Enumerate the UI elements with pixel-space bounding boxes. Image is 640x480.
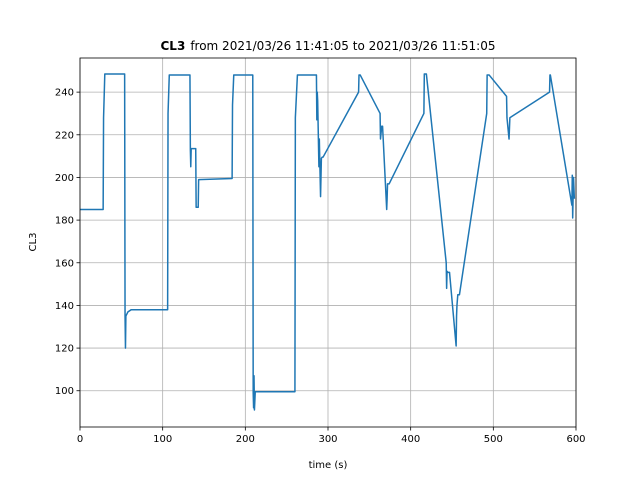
y-tick-label: 180 <box>55 216 74 227</box>
x-tick-label: 300 <box>318 434 337 445</box>
y-tick-label: 100 <box>55 386 74 397</box>
title-rest: from 2021/03/26 11:41:05 to 2021/03/26 1… <box>190 39 495 53</box>
y-tick-label: 220 <box>55 130 74 141</box>
data-line <box>80 73 576 411</box>
plot-frame <box>79 57 577 428</box>
x-tick-label: 400 <box>401 434 420 445</box>
x-axis-label: time (s) <box>309 460 348 471</box>
y-tick-label: 120 <box>55 344 74 355</box>
y-tick-label: 200 <box>55 173 74 184</box>
title-bold: CL3 <box>161 39 186 53</box>
x-tick-label: 100 <box>153 434 172 445</box>
chart-title: CL3 from 2021/03/26 11:41:05 to 2021/03/2… <box>161 39 496 53</box>
x-tick-label: 500 <box>484 434 503 445</box>
y-tick-label: 160 <box>55 258 74 269</box>
x-tick-label: 200 <box>236 434 255 445</box>
y-axis-label: CL3 <box>28 233 39 252</box>
y-tick-label: 240 <box>55 88 74 99</box>
x-tick-label: 0 <box>77 434 83 445</box>
x-tick-label: 600 <box>566 434 585 445</box>
y-tick-label: 140 <box>55 301 74 312</box>
